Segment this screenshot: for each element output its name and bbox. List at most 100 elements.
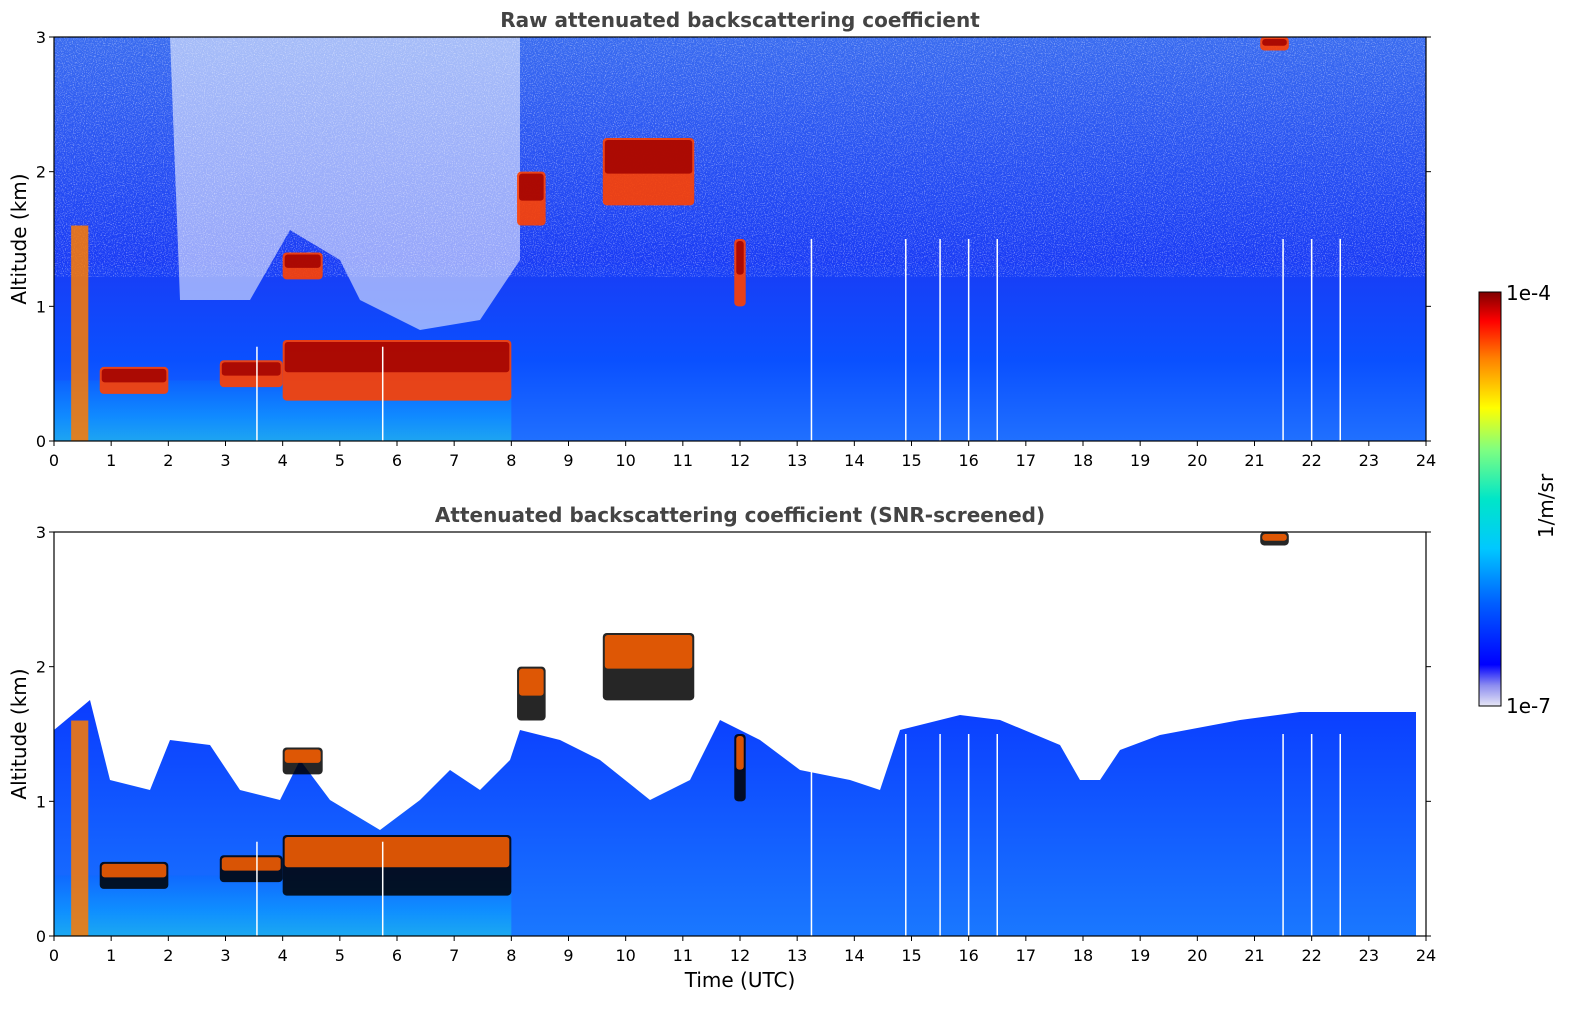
y-tick-label: 0 [36, 432, 46, 451]
x-tick-label: 2 [163, 451, 173, 470]
cloud-feature-2 [282, 340, 512, 401]
x-tick-label: 6 [392, 946, 402, 965]
surface-plume [71, 720, 89, 936]
x-tick-label: 23 [1359, 451, 1379, 470]
cloud-feature-7 [1260, 532, 1289, 546]
x-tick-label: 20 [1187, 946, 1207, 965]
x-tick-label: 4 [278, 451, 288, 470]
x-tick-label: 17 [1016, 946, 1036, 965]
x-tick-label: 7 [449, 946, 459, 965]
x-tick-label: 11 [673, 946, 693, 965]
screened-x-ticks: 0 1 2 3 4 5 6 7 8 9 10 11 12 13 14 15 16 17 18 19 20 21 22 23 24 [49, 936, 1436, 965]
cloud-feature-2 [282, 835, 512, 896]
x-tick-label: 1 [106, 946, 116, 965]
bottom-panel-title: Attenuated backscattering coefficient (S… [435, 503, 1045, 527]
raw-backscatter-heatmap [54, 37, 1426, 441]
cloud-feature-core-2 [284, 837, 510, 868]
x-tick-label: 20 [1187, 451, 1207, 470]
screened-y-axis-label: Altitude (km) [7, 668, 31, 799]
x-tick-label: 9 [563, 946, 573, 965]
x-tick-label: 5 [335, 946, 345, 965]
x-tick-label: 17 [1016, 451, 1036, 470]
raw-y-axis-label: Altitude (km) [7, 173, 31, 304]
cloud-feature-core-4 [519, 668, 544, 696]
x-tick-label: 7 [449, 451, 459, 470]
x-tick-label: 24 [1416, 946, 1436, 965]
x-tick-label: 19 [1130, 451, 1150, 470]
x-tick-label: 8 [506, 451, 516, 470]
y-tick-label: 2 [36, 163, 46, 182]
raw-x-ticks: 0 1 2 3 4 5 6 7 8 9 10 11 12 13 14 15 16 17 18 19 20 21 22 23 24 [49, 441, 1436, 470]
x-tick-label: 5 [335, 451, 345, 470]
cloud-feature-core-7 [1262, 534, 1287, 541]
x-tick-label: 8 [506, 946, 516, 965]
cloud-feature-7 [1260, 37, 1289, 51]
cloud-feature-core-1 [221, 857, 281, 871]
cloud-feature-core-4 [519, 173, 544, 201]
x-tick-label: 12 [730, 946, 750, 965]
cloud-feature-core-3 [284, 254, 321, 268]
x-tick-label: 13 [787, 946, 807, 965]
x-tick-label: 18 [1073, 946, 1093, 965]
cloud-feature-4 [517, 171, 546, 226]
top-panel-title: Raw attenuated backscattering coefficien… [500, 8, 980, 32]
x-tick-label: 4 [278, 946, 288, 965]
cloud-feature-5 [602, 138, 695, 206]
x-tick-label: 15 [901, 451, 921, 470]
x-tick-label: 14 [844, 451, 864, 470]
cloud-feature-core-5 [604, 635, 693, 669]
raw-data-gap-lines [256, 239, 1341, 441]
x-tick-label: 3 [220, 946, 230, 965]
x-tick-label: 11 [673, 451, 693, 470]
y-tick-label: 0 [36, 927, 46, 946]
y-tick-label: 3 [36, 28, 46, 47]
x-tick-label: 1 [106, 451, 116, 470]
y-tick-label: 1 [36, 297, 46, 316]
cloud-feature-core-6 [736, 736, 744, 770]
x-tick-label: 19 [1130, 946, 1150, 965]
cloud-feature-6 [734, 734, 746, 802]
cloud-feature-1 [219, 855, 283, 883]
screened-features [54, 532, 1289, 936]
cloud-feature-6 [734, 239, 746, 307]
x-tick-label: 23 [1359, 946, 1379, 965]
x-tick-label: 22 [1301, 451, 1321, 470]
x-tick-label: 22 [1301, 946, 1321, 965]
cloud-feature-core-0 [101, 368, 167, 383]
cloud-feature-core-3 [284, 749, 321, 763]
x-tick-label: 18 [1073, 451, 1093, 470]
cloud-feature-3 [282, 252, 323, 280]
x-tick-label: 21 [1244, 451, 1264, 470]
cloud-feature-1 [219, 360, 283, 388]
raw-clear-region [54, 37, 520, 330]
x-tick-label: 0 [49, 946, 59, 965]
raw-y-ticks: 0 1 2 3 [36, 28, 1431, 451]
raw-features [54, 37, 1289, 441]
x-tick-label: 13 [787, 451, 807, 470]
cloud-feature-4 [517, 666, 546, 721]
colorbar-min-label: 1e-7 [1506, 694, 1551, 718]
x-tick-label: 14 [844, 946, 864, 965]
cloud-feature-3 [282, 747, 323, 775]
cloud-feature-core-2 [284, 342, 510, 373]
x-tick-label: 15 [901, 946, 921, 965]
cloud-feature-5 [602, 633, 695, 701]
cloud-feature-0 [99, 861, 169, 889]
colorbar: 1e-4 1e-7 1/m/sr [1478, 281, 1558, 718]
colorbar-gradient [1478, 291, 1502, 707]
x-axis-label: Time (UTC) [684, 968, 796, 992]
x-tick-label: 16 [958, 451, 978, 470]
cloud-feature-core-0 [101, 863, 167, 878]
x-tick-label: 21 [1244, 946, 1264, 965]
cloud-feature-core-1 [221, 362, 281, 376]
x-tick-label: 16 [958, 946, 978, 965]
y-tick-label: 3 [36, 523, 46, 542]
x-tick-label: 12 [730, 451, 750, 470]
x-tick-label: 24 [1416, 451, 1436, 470]
colorbar-unit-label: 1/m/sr [1534, 473, 1558, 538]
cloud-feature-0 [99, 366, 169, 394]
screened-backscatter-heatmap [54, 532, 1426, 936]
screened-y-ticks: 0 1 2 3 [36, 523, 1431, 946]
x-tick-label: 2 [163, 946, 173, 965]
x-tick-label: 10 [615, 451, 635, 470]
